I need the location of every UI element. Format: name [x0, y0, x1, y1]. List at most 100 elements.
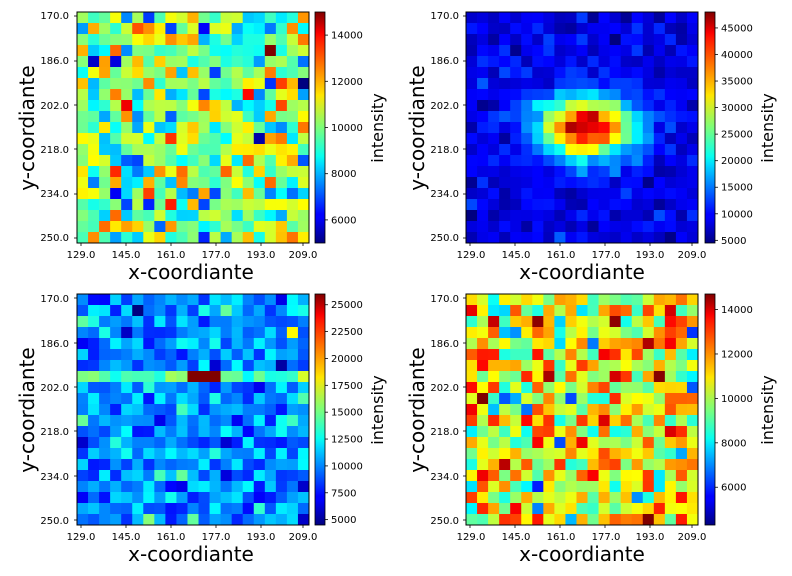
heatmap-cell — [176, 45, 188, 57]
heatmap-cell — [576, 503, 588, 515]
heatmap-cell — [88, 45, 100, 57]
heatmap-cell — [154, 503, 166, 515]
heatmap-cell — [110, 122, 122, 134]
heatmap-cell — [154, 404, 166, 416]
heatmap-cell — [576, 426, 588, 438]
colorbar-tick-label: 35000 — [721, 77, 753, 88]
heatmap-cell — [576, 221, 588, 233]
heatmap-cell — [609, 144, 622, 156]
heatmap-cell — [275, 316, 288, 328]
heatmap-cell — [165, 404, 177, 416]
heatmap-cell — [110, 415, 122, 427]
x-tick-label: 177.0 — [202, 532, 231, 543]
heatmap-cell — [499, 492, 511, 504]
heatmap-cell — [466, 492, 478, 504]
heatmap-cell — [631, 382, 644, 394]
heatmap-cell — [286, 305, 299, 317]
heatmap-cell — [143, 12, 155, 24]
heatmap-cell — [653, 294, 666, 306]
heatmap-cell — [620, 349, 633, 361]
heatmap-cell — [143, 122, 155, 134]
heatmap-cell — [499, 100, 511, 112]
heatmap-cell — [477, 316, 489, 328]
heatmap-cell — [286, 404, 299, 416]
heatmap-cell — [543, 111, 555, 123]
heatmap-cell — [532, 111, 544, 123]
heatmap-cell — [220, 481, 233, 493]
heatmap-cell — [510, 415, 522, 427]
heatmap-cell — [242, 23, 255, 35]
heatmap-cell — [88, 459, 100, 471]
heatmap-cell — [642, 166, 655, 178]
heatmap-cell — [176, 415, 188, 427]
heatmap-cell — [209, 232, 222, 244]
heatmap-cell — [297, 210, 310, 222]
heatmap-cell — [554, 294, 566, 306]
heatmap-cell — [466, 459, 478, 471]
heatmap-cell — [77, 371, 89, 383]
heatmap-cell — [675, 503, 688, 515]
heatmap-cell — [176, 349, 188, 361]
heatmap-cell — [187, 111, 199, 123]
heatmap-cell — [488, 188, 500, 200]
heatmap-cell — [587, 89, 599, 101]
heatmap-cell — [620, 56, 633, 68]
heatmap-cell — [499, 316, 511, 328]
heatmap-cell — [253, 294, 266, 306]
heatmap-cell — [253, 360, 266, 372]
heatmap-cell — [88, 166, 100, 178]
heatmap-cell — [99, 415, 111, 427]
heatmap-cell — [609, 503, 622, 515]
heatmap-cell — [231, 133, 244, 145]
heatmap-cell — [275, 45, 288, 57]
heatmap-cell — [198, 470, 210, 482]
heatmap-cell — [565, 155, 577, 167]
colorbar-tick-label: 20000 — [331, 354, 363, 365]
heatmap-cell — [220, 459, 233, 471]
heatmap-cell — [264, 166, 277, 178]
heatmap-cell — [275, 188, 288, 200]
heatmap-cell — [209, 210, 222, 222]
heatmap-cell — [165, 371, 177, 383]
heatmap-cell — [99, 448, 111, 460]
heatmap-cell — [631, 481, 644, 493]
heatmap-cell — [187, 459, 199, 471]
heatmap-cell — [653, 12, 666, 24]
heatmap-cell — [297, 349, 310, 361]
heatmap-cell — [587, 166, 599, 178]
heatmap-cell — [297, 448, 310, 460]
heatmap-cell — [620, 12, 633, 24]
heatmap-cell — [220, 155, 233, 167]
heatmap-cell — [477, 188, 489, 200]
heatmap-cell — [99, 188, 111, 200]
heatmap-cell — [264, 459, 277, 471]
heatmap-cell — [598, 481, 611, 493]
heatmap-cell — [88, 371, 100, 383]
heatmap-cell — [88, 34, 100, 46]
heatmap-cell — [521, 393, 533, 405]
heatmap-cell — [121, 404, 133, 416]
heatmap-cell — [609, 338, 622, 350]
heatmap-cell — [642, 210, 655, 222]
heatmap-cell — [477, 492, 489, 504]
heatmap-cell — [510, 45, 522, 57]
heatmap-cell — [132, 492, 144, 504]
heatmap-cell — [154, 415, 166, 427]
heatmap-cell — [488, 481, 500, 493]
heatmap-cell — [99, 89, 111, 101]
heatmap-cell — [477, 45, 489, 57]
heatmap-cell — [220, 448, 233, 460]
x-ticks: 129.0 145.0 161.0 177.0 193.0 209.0 — [457, 250, 707, 261]
heatmap-cell — [521, 111, 533, 123]
heatmap-cell — [242, 12, 255, 24]
heatmap-cell — [253, 23, 266, 35]
heatmap-cell — [110, 393, 122, 405]
colorbar-tick-label: 8000 — [721, 438, 746, 449]
heatmap-cell — [609, 78, 622, 90]
heatmap-cell — [642, 100, 655, 112]
heatmap-cell — [198, 144, 210, 156]
heatmap-cell — [275, 415, 288, 427]
heatmap-cell — [88, 338, 100, 350]
heatmap-cell — [543, 221, 555, 233]
heatmap-cell — [209, 415, 222, 427]
